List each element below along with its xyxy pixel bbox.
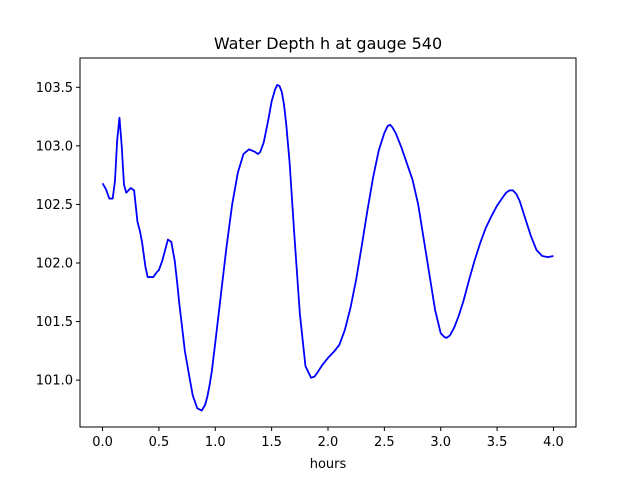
y-tick-label: 102.5 [36, 198, 73, 213]
x-tick-label: 0.0 [92, 435, 113, 450]
x-tick-label: 3.0 [430, 435, 451, 450]
x-axis: 0.0 0.5 1.0 1.5 2.0 2.5 3.0 3.5 4.0 [92, 427, 564, 450]
plot-area [101, 84, 554, 412]
x-tick-label: 0.5 [149, 435, 170, 450]
x-axis-label: hours [310, 457, 347, 472]
y-tick-label: 101.0 [36, 374, 73, 389]
y-tick-label: 102.0 [36, 257, 73, 272]
x-tick-label: 2.5 [374, 435, 395, 450]
y-tick-label: 101.5 [36, 315, 73, 330]
series-line [101, 84, 554, 412]
x-tick-label: 1.0 [205, 435, 226, 450]
y-axis: 101.0 101.5 102.0 102.5 103.0 103.5 [36, 81, 80, 389]
x-tick-label: 1.5 [261, 435, 282, 450]
y-tick-label: 103.5 [36, 81, 73, 96]
x-tick-label: 4.0 [543, 435, 564, 450]
axes-frame [79, 57, 577, 428]
chart-title: Water Depth h at gauge 540 [214, 34, 442, 53]
y-tick-label: 103.0 [36, 139, 73, 154]
x-tick-label: 3.5 [487, 435, 508, 450]
x-tick-label: 2.0 [318, 435, 339, 450]
